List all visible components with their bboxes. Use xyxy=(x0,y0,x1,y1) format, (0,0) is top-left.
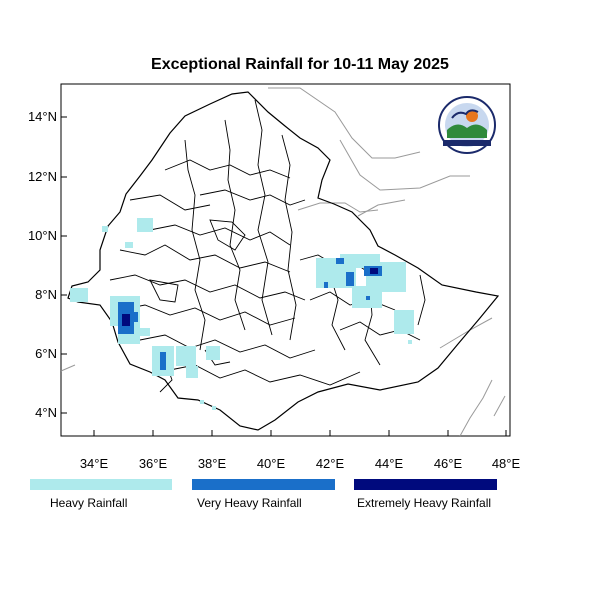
y-tick-label: 4°N xyxy=(35,405,57,420)
y-tick-label: 8°N xyxy=(35,287,57,302)
x-tick-label: 46°E xyxy=(434,456,463,471)
legend-label-very-heavy: Very Heavy Rainfall xyxy=(197,496,302,510)
ethiopia-border xyxy=(67,91,500,431)
x-tick-label: 42°E xyxy=(316,456,345,471)
y-tick-label: 12°N xyxy=(28,169,57,184)
x-axis xyxy=(93,430,507,436)
legend-swatch-very-heavy xyxy=(192,479,335,490)
legend-swatch-extremely-heavy xyxy=(354,479,497,490)
x-tick-label: 40°E xyxy=(257,456,286,471)
y-tick-label: 6°N xyxy=(35,346,57,361)
x-tick-label: 36°E xyxy=(139,456,168,471)
legend-label-heavy: Heavy Rainfall xyxy=(50,496,128,510)
institute-logo xyxy=(438,96,496,154)
neighbor-borders xyxy=(60,87,506,437)
extremely-heavy-rainfall-cells xyxy=(122,268,378,326)
y-tick-label: 14°N xyxy=(28,109,57,124)
y-tick-label: 10°N xyxy=(28,228,57,243)
y-axis xyxy=(61,116,67,414)
map-title: Exceptional Rainfall for 10-11 May 2025 xyxy=(151,56,449,73)
map-frame xyxy=(60,83,511,437)
x-tick-label: 38°E xyxy=(198,456,227,471)
x-tick-label: 44°E xyxy=(375,456,404,471)
x-tick-label: 48°E xyxy=(492,456,521,471)
legend-swatch-heavy xyxy=(30,479,172,490)
legend-label-extremely-heavy: Extremely Heavy Rainfall xyxy=(357,496,492,510)
x-tick-label: 34°E xyxy=(80,456,109,471)
